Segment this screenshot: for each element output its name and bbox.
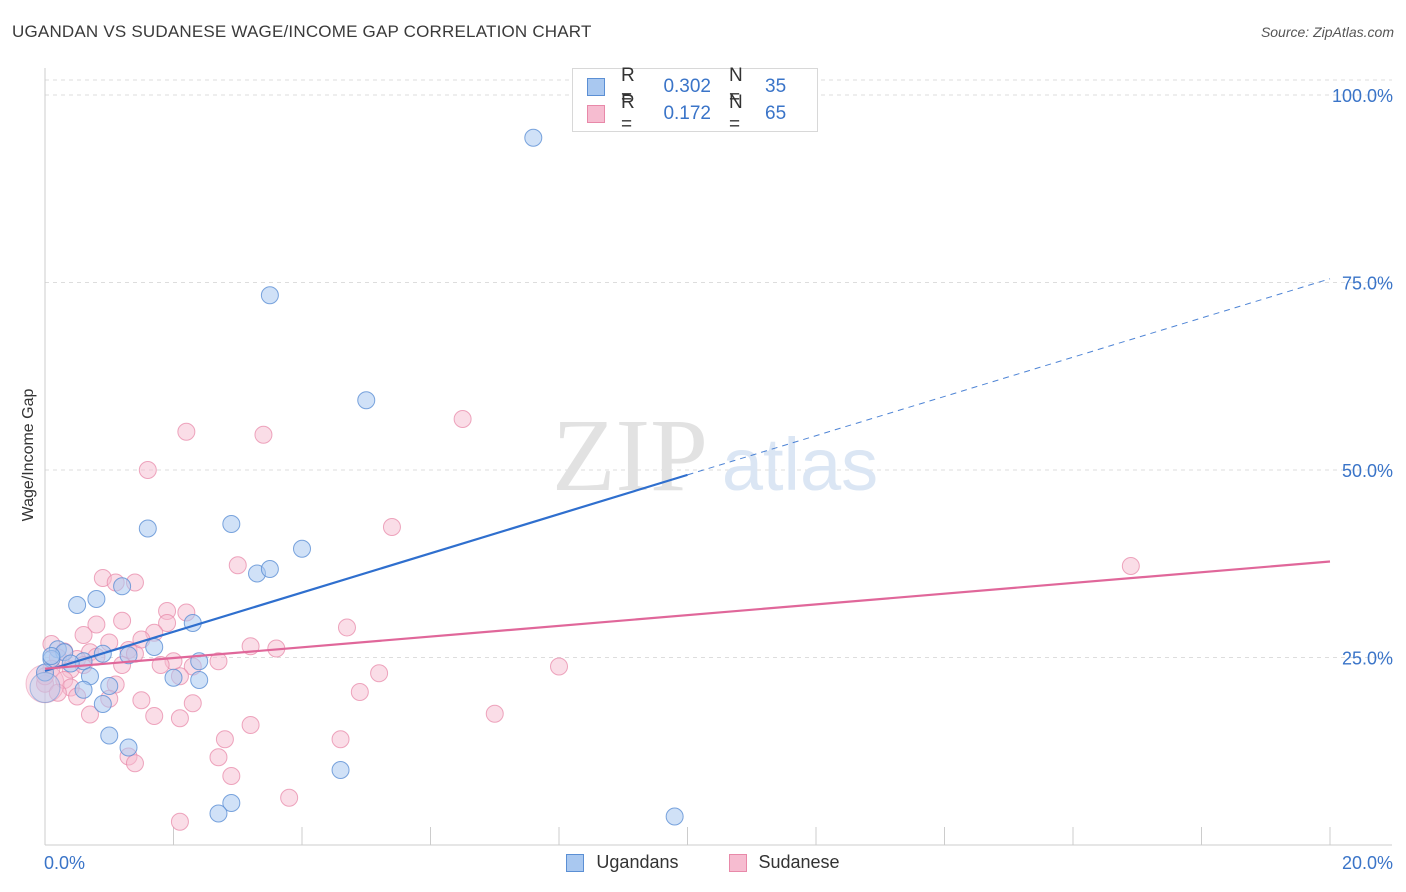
ugandan-point — [260, 286, 279, 305]
sudanese-point — [209, 652, 228, 671]
watermark-zip: ZIP — [552, 398, 708, 513]
axis-layer: 25.0% 50.0% 75.0% 100.0% 0.0% 20.0% — [44, 68, 1393, 873]
ugandan-point — [87, 590, 106, 608]
ugandan-point — [293, 539, 311, 558]
ugandan-point — [119, 738, 138, 757]
sudanese-point — [170, 709, 189, 728]
sudanese-point — [80, 705, 99, 724]
sudanese-point — [280, 788, 299, 807]
legend-swatch-blue — [587, 78, 605, 96]
legend-n-label: N = — [729, 65, 743, 108]
sudanese-point — [370, 664, 389, 683]
sudanese-point — [228, 556, 247, 575]
legend-n-value: 35 — [765, 76, 787, 97]
sudanese-point — [74, 626, 93, 644]
legend-item-sudanese: Sudanese — [728, 852, 840, 873]
y-tick-label: 75.0% — [1342, 274, 1393, 294]
sudanese-point — [132, 691, 151, 710]
watermark-atlas: atlas — [722, 423, 878, 506]
sudanese-point — [177, 422, 196, 441]
sudanese-point — [145, 707, 164, 725]
ugandan-point — [190, 671, 209, 689]
sudanese-point — [382, 518, 401, 536]
ugandan-points — [29, 128, 684, 826]
ugandan-point — [74, 680, 93, 699]
sudanese-point — [350, 683, 369, 701]
ugandan-point — [113, 577, 132, 596]
legend-r-value: 0.172 — [663, 103, 711, 124]
sudanese-point — [48, 683, 67, 702]
ugandan-point — [100, 726, 119, 745]
sudanese-point — [485, 704, 504, 723]
ugandan-trend-extension — [687, 278, 1331, 476]
legend-label-sudanese: Sudanese — [758, 852, 840, 872]
trend-lines — [44, 278, 1331, 673]
x-tick-label: 0.0% — [44, 853, 85, 873]
ugandan-point — [524, 128, 543, 147]
y-tick-label: 100.0% — [1332, 86, 1393, 106]
sudanese-point — [222, 767, 241, 785]
legend-row-sudanese: R = 0.172 N = 65 — [587, 92, 787, 135]
legend-row-ugandans: R = 0.302 N = 35 — [587, 65, 787, 108]
legend-label-ugandans: Ugandans — [596, 852, 679, 872]
ugandan-point — [222, 515, 241, 533]
sudanese-point — [158, 614, 177, 632]
ugandan-point — [357, 391, 376, 410]
legend-r-value: 0.302 — [663, 76, 711, 97]
sudanese-point — [113, 611, 132, 630]
ugandan-point — [145, 638, 164, 656]
source-label: Source: ZipAtlas.com — [1260, 24, 1394, 40]
ugandan-point — [100, 677, 119, 695]
y-tick-label: 25.0% — [1342, 649, 1393, 669]
ugandan-point — [164, 668, 183, 687]
sudanese-point — [138, 461, 157, 479]
sudanese-point — [331, 730, 350, 749]
legend-swatch-pink — [728, 853, 747, 872]
legend-swatch-pink — [587, 105, 605, 123]
legend-item-ugandans: Ugandans — [566, 852, 679, 873]
ugandan-trend-line — [44, 473, 688, 673]
sudanese-point — [170, 812, 189, 831]
sudanese-point — [125, 754, 144, 773]
sudanese-point — [1121, 557, 1140, 575]
grid-layer — [45, 79, 1392, 658]
sudanese-point — [337, 618, 356, 637]
ugandan-point — [68, 596, 87, 614]
sudanese-point — [183, 694, 202, 713]
sudanese-point — [209, 748, 228, 767]
legend-swatch-blue — [566, 853, 585, 872]
sudanese-point — [550, 657, 568, 676]
sudanese-point — [453, 410, 472, 428]
ugandan-point — [42, 647, 61, 665]
ugandan-point — [209, 804, 228, 823]
ugandan-point — [665, 807, 684, 826]
chart-title: UGANDAN VS SUDANESE WAGE/INCOME GAP CORR… — [12, 22, 592, 41]
y-tick-label: 50.0% — [1342, 461, 1393, 481]
series-legend: Ugandans Sudanese — [0, 852, 1406, 873]
ugandan-point — [138, 519, 157, 538]
ugandan-cluster-point — [29, 672, 61, 703]
sudanese-point — [87, 615, 106, 634]
ugandan-point — [260, 560, 279, 578]
legend-r-label: R = — [621, 92, 635, 135]
sudanese-point — [151, 656, 170, 674]
legend-n-value: 65 — [765, 103, 787, 124]
correlation-legend: R = 0.302 N = 35 R = 0.172 N = 65 — [572, 65, 818, 135]
x-tick-label: 20.0% — [1342, 853, 1393, 873]
ugandan-point — [119, 646, 138, 665]
ugandan-point — [222, 794, 241, 812]
sudanese-trend-line — [44, 560, 1331, 670]
ugandan-point — [93, 695, 112, 713]
legend-r-label: R = — [621, 65, 635, 108]
y-axis-label: Wage/Income Gap — [20, 388, 37, 522]
sudanese-point — [241, 716, 260, 734]
sudanese-point — [254, 425, 273, 444]
sudanese-point — [215, 730, 234, 749]
ugandan-point — [331, 761, 350, 779]
legend-n-label: N = — [729, 92, 743, 135]
